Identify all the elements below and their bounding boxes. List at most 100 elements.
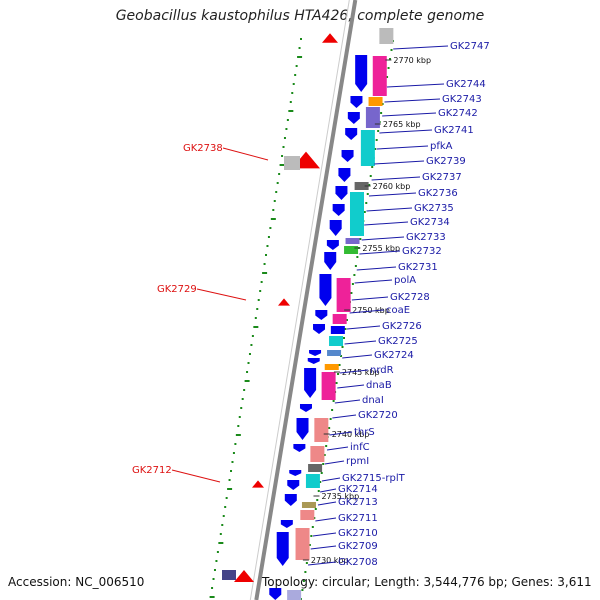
label-leader [382, 112, 437, 117]
gene-label-gk2715-rplt: GK2715-rplT [342, 473, 406, 484]
ring-dot [328, 427, 331, 429]
label-leader [342, 354, 373, 359]
forward-gene-arrow [287, 480, 300, 490]
ring-dot [337, 373, 340, 375]
gene-label-gk2709: GK2709 [338, 541, 378, 552]
annotation-segment [379, 28, 394, 44]
backbone-shadow [249, 0, 350, 600]
label-leader [361, 236, 405, 241]
label-leader [337, 384, 365, 389]
gene-label-gk2710: GK2710 [338, 528, 378, 539]
ring-dot [329, 418, 332, 420]
ring-dot [232, 452, 235, 454]
label-leader [346, 325, 381, 330]
ring-dot [310, 535, 313, 537]
ring-dot [377, 130, 380, 132]
label-leader [321, 477, 341, 482]
annotation-segment [314, 418, 329, 442]
kbp-tick-label: 2740 kbp [332, 430, 370, 439]
ring-dot [209, 596, 215, 598]
ring-dot [227, 488, 233, 490]
gene-label-gk2733: GK2733 [406, 232, 446, 243]
forward-gene-arrow [329, 220, 342, 236]
ring-dot [270, 218, 276, 220]
annotation-segment [349, 192, 364, 236]
forward-gene-arrow [326, 240, 339, 250]
reverse-gene-arrow [252, 480, 264, 488]
ring-dot [341, 346, 344, 348]
ring-dot [365, 202, 368, 204]
label-leader [351, 296, 389, 301]
ring-dot [221, 524, 224, 526]
ring-dot [390, 49, 393, 51]
ring-dot [363, 211, 366, 213]
ring-dot [262, 272, 268, 274]
label-leader [310, 545, 337, 550]
gene-label-gk2714: GK2714 [338, 484, 378, 495]
reverse-gene-arrow [234, 570, 254, 582]
forward-gene-arrow [332, 204, 345, 216]
right-gene-labels: GK2747 GK2744 GK2743 GK2742 GK2741 pfkA GK2739… [308, 41, 490, 568]
gene-label-rpmi: rpmI [346, 456, 369, 467]
ring-dot [323, 454, 326, 456]
ring-dot [219, 533, 222, 535]
ring-dot [228, 479, 231, 481]
label-leader [384, 98, 441, 103]
label-leader [354, 279, 393, 284]
kbp-tick-label: 2750 kbp [352, 306, 390, 315]
forward-gene-arrow [319, 274, 332, 306]
ring-dot [234, 443, 237, 445]
colored-annotation-track [287, 28, 394, 600]
annotation-segment [345, 238, 360, 244]
ring-dot [254, 317, 257, 319]
ring-dot [230, 470, 233, 472]
gene-label-dnai: dnaI [362, 395, 384, 406]
label-leader [359, 250, 401, 255]
ring-dot [342, 337, 345, 339]
label-leader [326, 446, 349, 451]
annotation-segment [301, 502, 316, 508]
ring-dot [350, 292, 353, 294]
gene-label-pola: polA [394, 275, 416, 286]
gene-label-gk2713: GK2713 [338, 497, 378, 508]
ring-dot [275, 191, 278, 193]
forward-gene-arrow [284, 494, 297, 506]
annotation-segment [344, 246, 359, 254]
ring-dot [269, 227, 272, 229]
annotation-segment [330, 326, 345, 334]
ring-dot [288, 110, 294, 112]
ring-dot [371, 166, 374, 168]
ring-dot [381, 103, 384, 105]
ring-dot [224, 506, 227, 508]
label-leader [374, 160, 425, 165]
gene-label-gk2726: GK2726 [382, 321, 422, 332]
ring-dot [332, 400, 335, 402]
accession-text: Accession: NC_006510 [8, 575, 145, 589]
gene-label-gk2735: GK2735 [414, 203, 454, 214]
gene-label-gk2734: GK2734 [410, 217, 450, 228]
annotation-segment [332, 314, 347, 324]
ring-dot [298, 47, 301, 49]
ring-dot [335, 382, 338, 384]
left-gene-labels: GK2738 GK2729 GK2712 [132, 143, 269, 483]
label-leader [379, 129, 433, 134]
ring-dot [317, 490, 320, 492]
gene-label-gk2741: GK2741 [434, 125, 474, 136]
forward-gene-arrow [289, 470, 302, 476]
ring-dot [216, 551, 219, 553]
ring-dot [251, 335, 254, 337]
ring-dot [260, 281, 263, 283]
annotation-segment [324, 364, 339, 370]
ring-dot [386, 76, 389, 78]
ring-dot [257, 299, 260, 301]
ring-dot [354, 265, 357, 267]
ring-dot [359, 238, 362, 240]
ring-dot [278, 173, 281, 175]
ring-dot [319, 481, 322, 483]
ring-dot [375, 139, 378, 141]
ring-dot [308, 544, 311, 546]
kbp-tick-label: 2765 kbp [383, 120, 421, 129]
genome-backbone [249, 0, 358, 600]
label-leader [324, 460, 345, 465]
